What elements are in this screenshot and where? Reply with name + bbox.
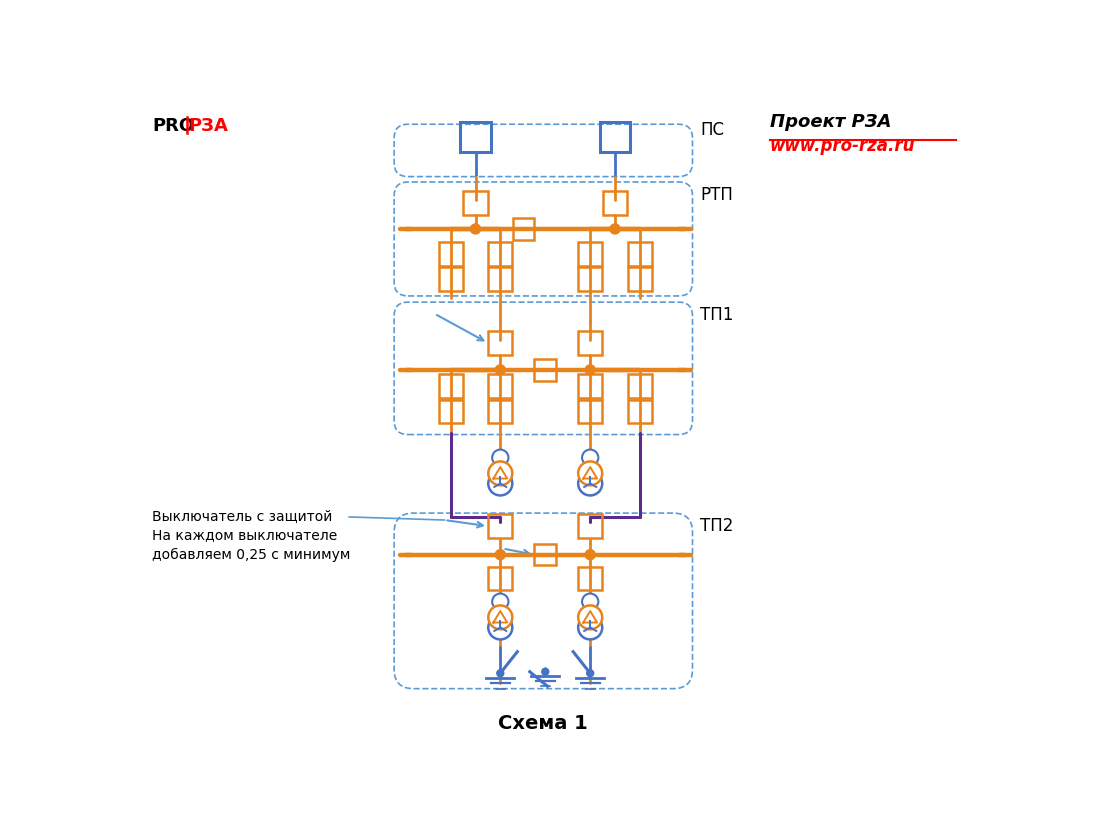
Circle shape	[493, 450, 508, 466]
Bar	[513, 218, 535, 240]
Text: Проект РЗА: Проект РЗА	[770, 114, 891, 131]
Circle shape	[587, 670, 593, 676]
Circle shape	[488, 461, 513, 486]
Bar	[535, 544, 556, 565]
Text: Выключатель с защитой: Выключатель с защитой	[153, 510, 333, 523]
Circle shape	[610, 224, 620, 234]
Bar	[603, 191, 627, 215]
Text: На каждом выключателе: На каждом выключателе	[153, 529, 338, 543]
Circle shape	[488, 605, 513, 629]
Circle shape	[586, 365, 596, 375]
Bar	[438, 399, 463, 423]
Bar	[464, 191, 487, 215]
Circle shape	[578, 461, 602, 486]
Circle shape	[578, 471, 602, 496]
Bar	[578, 242, 602, 266]
Text: PRO: PRO	[153, 116, 195, 134]
Bar	[578, 267, 602, 291]
Text: ПС: ПС	[701, 121, 724, 139]
Circle shape	[582, 593, 599, 610]
Bar	[461, 121, 490, 152]
Circle shape	[495, 549, 505, 559]
Text: ТП2: ТП2	[701, 517, 734, 535]
Circle shape	[470, 224, 480, 234]
Text: www.pro-rza.ru: www.pro-rza.ru	[770, 137, 915, 154]
Bar	[578, 515, 602, 538]
Bar	[488, 515, 513, 538]
Bar	[628, 399, 652, 423]
Bar	[438, 242, 463, 266]
Bar	[488, 331, 513, 355]
Bar	[488, 374, 513, 398]
Circle shape	[488, 616, 513, 639]
Text: РЗА: РЗА	[189, 116, 229, 134]
Bar	[488, 267, 513, 291]
Circle shape	[541, 668, 549, 675]
Circle shape	[488, 471, 513, 496]
Bar	[488, 399, 513, 423]
Bar	[628, 267, 652, 291]
Bar	[600, 121, 630, 152]
Text: РТП: РТП	[701, 186, 733, 204]
Text: добавляем 0,25 с минимум: добавляем 0,25 с минимум	[153, 548, 351, 562]
Circle shape	[495, 365, 505, 375]
Bar	[488, 567, 513, 590]
Bar	[438, 267, 463, 291]
Text: Схема 1: Схема 1	[498, 714, 588, 733]
Text: ТП1: ТП1	[701, 306, 734, 324]
Bar	[628, 242, 652, 266]
Bar	[535, 359, 556, 381]
Bar	[488, 242, 513, 266]
Circle shape	[582, 450, 599, 466]
Bar	[578, 399, 602, 423]
Circle shape	[586, 549, 596, 559]
Bar	[578, 567, 602, 590]
Bar	[578, 331, 602, 355]
Circle shape	[578, 616, 602, 639]
Bar	[438, 374, 463, 398]
Circle shape	[578, 605, 602, 629]
Bar	[578, 374, 602, 398]
Bar	[628, 374, 652, 398]
Circle shape	[497, 670, 504, 676]
Circle shape	[493, 593, 508, 610]
